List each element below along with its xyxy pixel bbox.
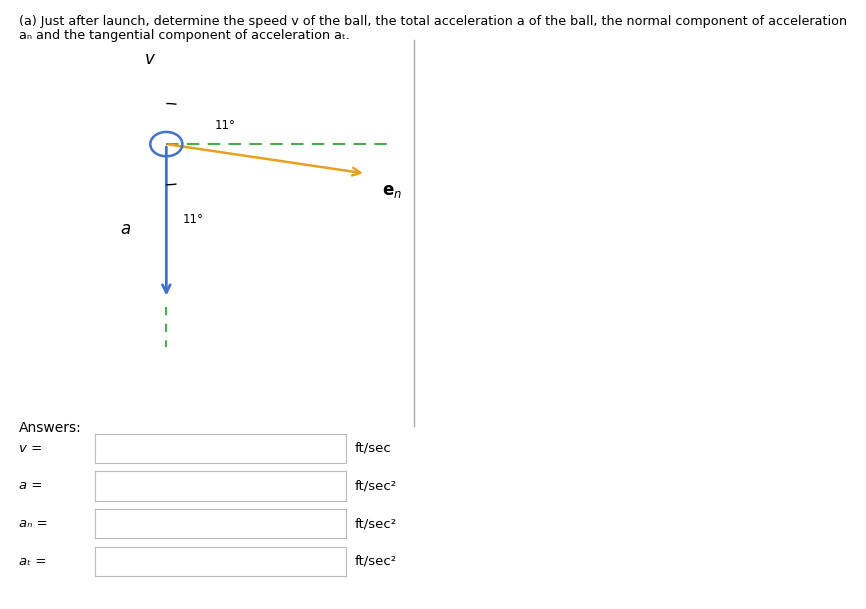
Text: v =: v = [19, 442, 42, 455]
Text: i: i [79, 442, 84, 455]
Text: aₙ =: aₙ = [19, 517, 48, 530]
Text: 11°: 11° [215, 119, 236, 132]
Text: ft/sec: ft/sec [355, 442, 391, 455]
Text: (a) Just after launch, determine the speed v of the ball, the total acceleration: (a) Just after launch, determine the spe… [19, 15, 847, 28]
Text: $\mathbf{e}_n$: $\mathbf{e}_n$ [382, 181, 402, 200]
Text: ft/sec²: ft/sec² [355, 517, 397, 530]
Text: $v$: $v$ [144, 50, 156, 68]
Text: 11°: 11° [183, 213, 204, 226]
Text: a =: a = [19, 479, 42, 493]
Text: i: i [79, 555, 84, 568]
Text: ft/sec²: ft/sec² [355, 479, 397, 493]
Text: $a$: $a$ [120, 220, 132, 238]
Text: aₜ =: aₜ = [19, 555, 47, 568]
Text: aₙ and the tangential component of acceleration aₜ.: aₙ and the tangential component of accel… [19, 29, 350, 41]
Text: i: i [79, 479, 84, 493]
Text: Answers:: Answers: [19, 421, 81, 435]
Text: ft/sec²: ft/sec² [355, 555, 397, 568]
Text: i: i [79, 517, 84, 530]
